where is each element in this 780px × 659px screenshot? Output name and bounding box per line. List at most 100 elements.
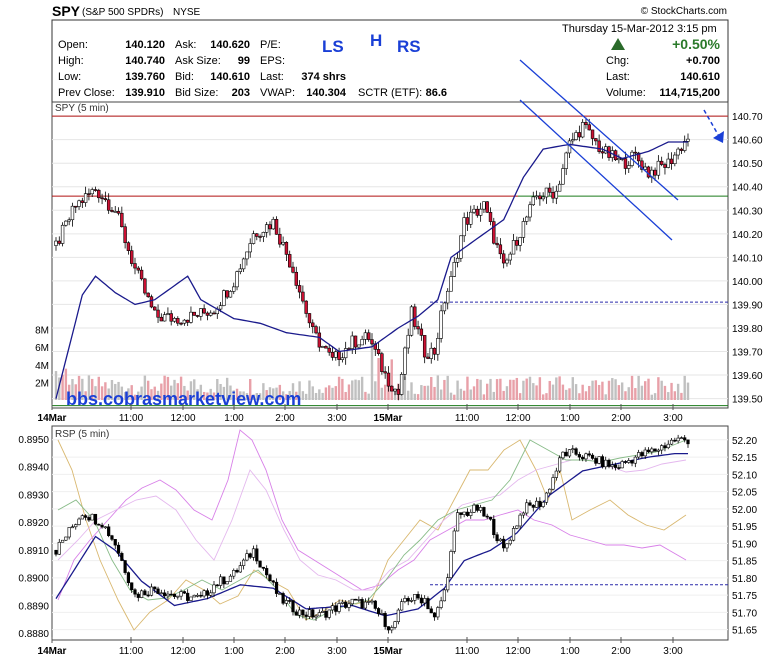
volume-bar <box>551 384 555 400</box>
price-candle <box>156 304 160 323</box>
rsp-bar <box>238 561 242 573</box>
rsp-bar <box>228 574 233 582</box>
candle-body <box>544 187 549 198</box>
rsp-bar <box>90 513 94 521</box>
rsp-bar <box>93 513 98 526</box>
price-candle <box>87 188 91 201</box>
rsp-bar <box>525 499 529 516</box>
price-candle <box>564 151 568 175</box>
candle-body <box>666 158 670 168</box>
rsp-bar-body <box>143 590 147 596</box>
rsp-bar <box>120 551 124 562</box>
volume-tick-label: 2M <box>35 378 49 389</box>
rsp-bar-body <box>77 518 81 525</box>
rsp-bar-body <box>488 516 493 520</box>
price-candle <box>199 308 203 321</box>
volume-bar <box>443 379 446 400</box>
volume-bar <box>499 378 502 400</box>
volume-label: Volume: <box>606 87 646 99</box>
price-candle <box>281 236 285 247</box>
rsp-bar <box>403 595 407 604</box>
volume-bar <box>433 386 436 400</box>
rsp-bar-body <box>307 609 312 617</box>
candle-body <box>663 164 667 168</box>
price-panel-title-text: SPY (5 min) <box>55 103 109 114</box>
candle-body <box>683 141 687 151</box>
rsp-bar-body <box>561 451 565 459</box>
candle-body <box>673 154 677 165</box>
rsp-bar <box>502 535 506 552</box>
volume-bar <box>486 383 489 400</box>
volume-bar <box>54 371 58 400</box>
candle-body <box>176 318 180 324</box>
rsp-bar-body <box>518 514 522 527</box>
candle-body <box>340 357 345 360</box>
volume-bar <box>196 389 199 400</box>
rsp-right-tick-label: 52.10 <box>732 470 757 481</box>
channel-line-upper <box>519 59 679 201</box>
candle-body <box>169 313 173 322</box>
candle-body <box>439 310 443 339</box>
volume-bar <box>249 379 252 400</box>
price-candle <box>176 316 180 326</box>
rsp-bar <box>613 462 618 471</box>
rsp-bar <box>676 434 680 444</box>
price-candle <box>426 353 430 360</box>
volume-bar <box>568 388 571 400</box>
rsp-bar-body <box>242 559 246 566</box>
rsp-bar-body <box>554 470 558 478</box>
candle-body <box>297 285 302 293</box>
rsp-bar-body <box>67 527 71 538</box>
price-candle <box>686 133 690 147</box>
rsp-bar-body <box>432 612 437 618</box>
rsp-bar <box>449 549 453 579</box>
rsp-left-tick-label: 0.8890 <box>18 601 49 612</box>
volume-bar <box>469 389 472 400</box>
candle-body <box>205 312 210 316</box>
price-candle <box>116 207 121 216</box>
price-candle <box>245 251 249 266</box>
rsp-bar <box>485 513 489 520</box>
quote-box <box>51 19 729 103</box>
low-label: Low: <box>58 71 81 83</box>
price-candle <box>146 292 150 298</box>
price-candle <box>271 216 275 230</box>
rsp-bar-body <box>291 600 295 613</box>
rsp-bar-body <box>676 437 680 442</box>
volume-bar <box>541 394 545 400</box>
candle-body <box>120 212 124 228</box>
rsp-bar <box>406 596 410 606</box>
candle-body <box>376 349 381 354</box>
price-candle <box>54 237 58 251</box>
candle-body <box>449 276 453 292</box>
price-tick-label: 140.30 <box>732 206 763 217</box>
rsp-bar <box>373 599 377 611</box>
rsp-bar-body <box>116 544 121 554</box>
price-candle <box>212 310 216 315</box>
rsp-bar-body <box>577 454 581 458</box>
rsp-moving-average <box>55 452 688 617</box>
rsp-bar-body <box>97 523 101 526</box>
rsp-bar <box>482 506 486 517</box>
candle-body <box>640 160 644 170</box>
volume-bar <box>153 386 156 400</box>
volume-bar <box>331 387 334 400</box>
candle-body <box>139 269 144 280</box>
volume-bar <box>380 387 384 400</box>
price-candle <box>419 323 424 341</box>
rsp-bar <box>683 434 687 443</box>
candle-body <box>676 148 680 156</box>
volume-bar <box>459 388 463 400</box>
rsp-bar-body <box>446 577 450 591</box>
price-tick-label: 140.60 <box>732 136 763 147</box>
rsp-bar-body <box>238 565 242 573</box>
x-tick-label: 1:00 <box>560 413 580 424</box>
price-candle <box>100 193 104 205</box>
volume-bar <box>173 379 176 400</box>
volume-bar <box>555 377 558 400</box>
rsp-bar <box>492 515 496 539</box>
candle-body <box>288 254 292 268</box>
rsp-right-tick-label: 51.80 <box>732 574 757 585</box>
rsp-right-tick-label: 52.05 <box>732 488 757 499</box>
volume-bar <box>239 391 242 400</box>
